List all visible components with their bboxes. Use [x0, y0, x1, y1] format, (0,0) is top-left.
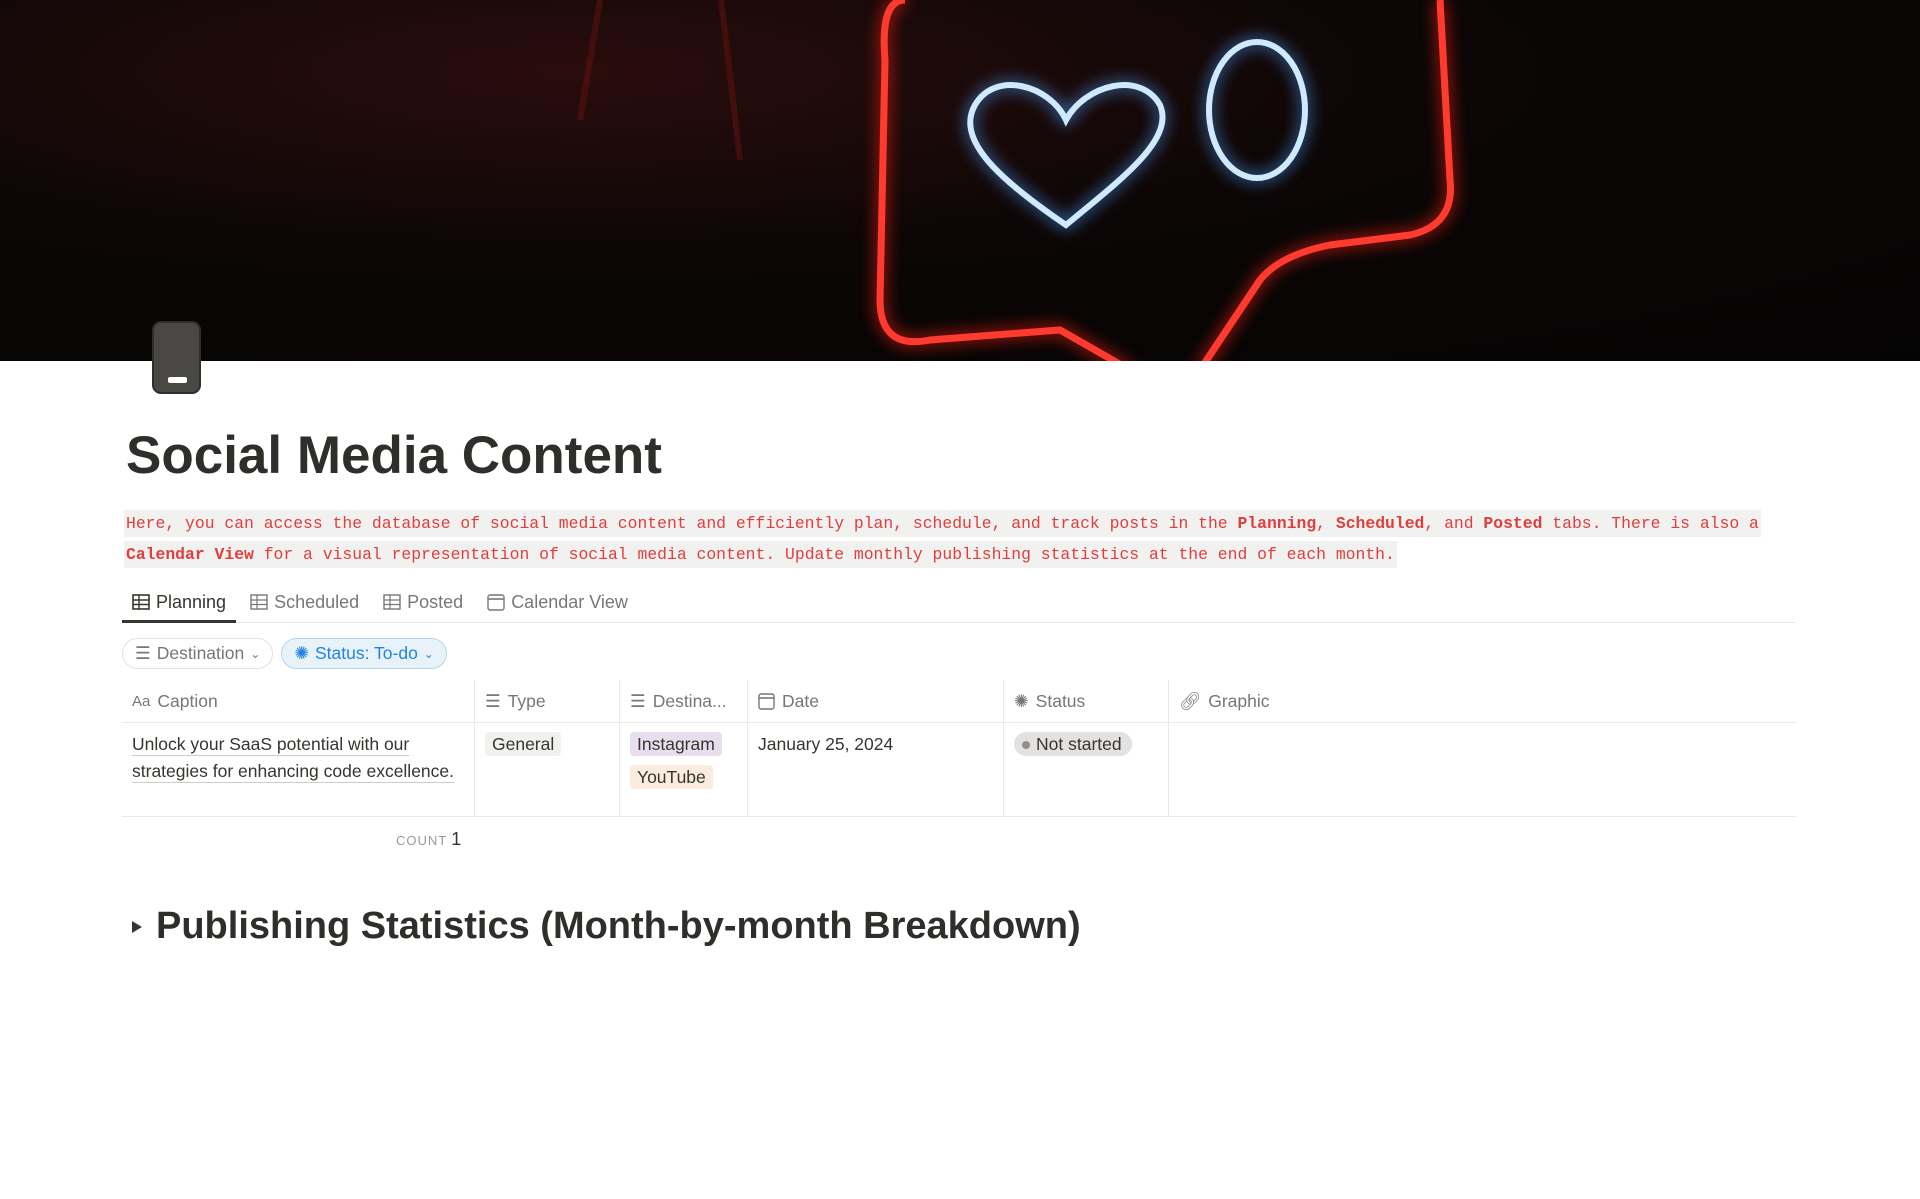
calendar-icon: [487, 593, 505, 611]
calendar-icon: [758, 692, 775, 710]
destination-cell[interactable]: Instagram YouTube: [620, 723, 748, 816]
column-graphic[interactable]: 🔗︎ Graphic: [1179, 690, 1270, 711]
row-count: COUNT 1: [396, 829, 462, 849]
tab-scheduled[interactable]: Scheduled: [240, 582, 369, 622]
text-icon: Aa: [132, 692, 151, 710]
tab-posted[interactable]: Posted: [373, 582, 473, 622]
table-row[interactable]: Unlock your SaaS potential with our stra…: [122, 723, 1796, 817]
status-dot-icon: [1022, 741, 1030, 749]
section-heading: Publishing Statistics (Month-by-month Br…: [156, 905, 1081, 947]
page-title: Social Media Content: [126, 426, 662, 485]
tab-calendar-view[interactable]: Calendar View: [477, 582, 638, 622]
destination-tag: Instagram: [630, 732, 722, 756]
link-icon: 🔗︎: [1179, 690, 1202, 711]
list-icon: ☰: [485, 690, 501, 711]
triangle-right-icon[interactable]: [132, 920, 142, 933]
table-header: Aa Caption ☰ Type ☰ Destina... Date ✺ Status…: [122, 680, 1796, 723]
status-cell[interactable]: Not started: [1004, 723, 1169, 816]
filter-bar: ☰ Destination ⌄ ✺ Status: To-do ⌄: [122, 638, 447, 669]
type-cell[interactable]: General: [475, 723, 620, 816]
column-type[interactable]: ☰ Type: [475, 680, 620, 722]
column-caption[interactable]: Aa Caption: [122, 680, 475, 722]
graphic-cell[interactable]: [1169, 723, 1796, 816]
chevron-down-icon: ⌄: [250, 646, 261, 661]
status-badge: Not started: [1014, 732, 1132, 756]
table-icon: [250, 594, 268, 610]
view-tabs: Planning Scheduled Posted Calendar View: [122, 582, 1796, 623]
caption-cell[interactable]: Unlock your SaaS potential with our stra…: [122, 723, 475, 816]
cover-image: [0, 0, 1920, 361]
column-status[interactable]: ✺ Status: [1004, 680, 1169, 722]
list-icon: ☰: [630, 690, 646, 711]
status-icon: ✺: [1014, 690, 1029, 711]
publishing-statistics-toggle[interactable]: Publishing Statistics (Month-by-month Br…: [132, 905, 1081, 948]
tab-planning[interactable]: Planning: [122, 582, 237, 623]
table-icon: [383, 594, 401, 610]
destination-filter[interactable]: ☰ Destination ⌄: [122, 638, 274, 669]
status-icon: ✺: [294, 643, 309, 663]
destination-tag: YouTube: [630, 765, 713, 789]
column-destination[interactable]: ☰ Destina...: [620, 680, 748, 722]
status-filter[interactable]: ✺ Status: To-do ⌄: [281, 638, 447, 669]
table-icon: [132, 594, 150, 610]
database-table: Aa Caption ☰ Type ☰ Destina... Date ✺ Status…: [122, 680, 1796, 817]
page-description: Here, you can access the database of soc…: [124, 508, 1814, 570]
date-cell[interactable]: January 25, 2024: [748, 723, 1004, 816]
column-date[interactable]: Date: [748, 680, 1004, 722]
chevron-down-icon: ⌄: [423, 646, 434, 661]
type-tag: General: [485, 732, 562, 756]
phone-icon[interactable]: [152, 321, 201, 394]
list-icon: ☰: [135, 643, 151, 663]
